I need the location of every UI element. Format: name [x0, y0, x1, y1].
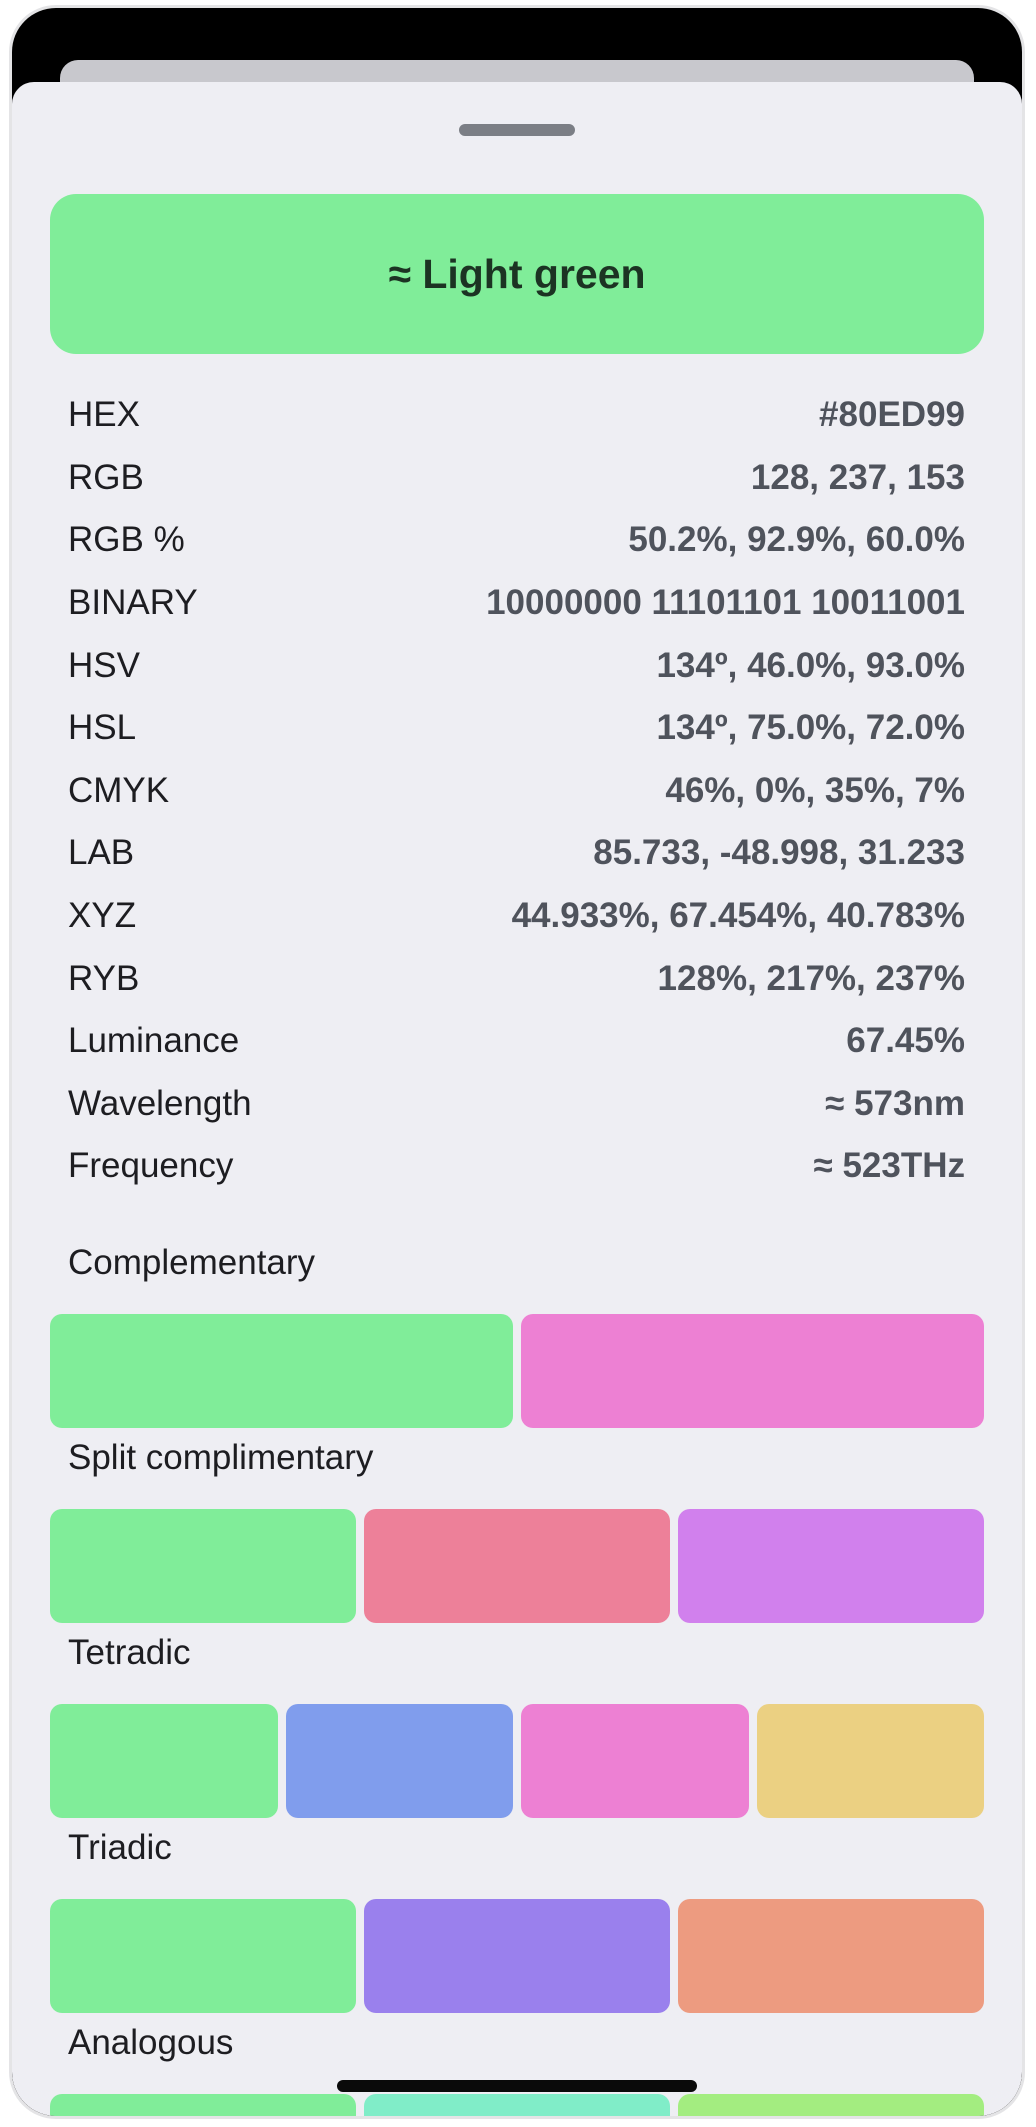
- property-row-cmyk[interactable]: CMYK 46%, 0%, 35%, 7%: [68, 760, 965, 823]
- color-swatch[interactable]: [50, 1704, 278, 1818]
- property-label: LAB: [68, 833, 135, 873]
- harmony-swatches-analogous: [50, 2094, 984, 2116]
- property-value: 134º, 46.0%, 93.0%: [656, 645, 965, 685]
- color-swatch[interactable]: [285, 1704, 513, 1818]
- property-label: XYZ: [68, 896, 137, 936]
- property-row-hsv[interactable]: HSV 134º, 46.0%, 93.0%: [68, 634, 965, 697]
- property-row-hsl[interactable]: HSL 134º, 75.0%, 72.0%: [68, 697, 965, 760]
- property-label: RGB %: [68, 520, 185, 560]
- color-swatch[interactable]: [50, 1509, 356, 1623]
- property-row-luminance[interactable]: Luminance 67.45%: [68, 1010, 965, 1073]
- property-row-xyz[interactable]: XYZ 44.933%, 67.454%, 40.783%: [68, 885, 965, 948]
- color-name-banner: ≈ Light green: [50, 194, 984, 354]
- harmony-label-tetradic: Tetradic: [68, 1633, 191, 1672]
- property-label: Luminance: [68, 1021, 240, 1061]
- property-value: 128%, 217%, 237%: [657, 958, 965, 998]
- property-label: Wavelength: [68, 1083, 252, 1123]
- property-label: HSV: [68, 645, 140, 685]
- harmony-swatches-complementary: [50, 1314, 984, 1428]
- color-swatch[interactable]: [521, 1704, 749, 1818]
- harmony-label-split-complimentary: Split complimentary: [68, 1438, 374, 1477]
- property-value: ≈ 523THz: [813, 1146, 965, 1186]
- property-row-binary[interactable]: BINARY 10000000 11101101 10011001: [68, 572, 965, 635]
- property-row-lab[interactable]: LAB 85.733, -48.998, 31.233: [68, 822, 965, 885]
- harmony-label-triadic: Triadic: [68, 1828, 172, 1867]
- property-row-wavelength[interactable]: Wavelength ≈ 573nm: [68, 1073, 965, 1136]
- property-label: Frequency: [68, 1146, 234, 1186]
- property-value: 44.933%, 67.454%, 40.783%: [511, 896, 965, 936]
- property-value: 50.2%, 92.9%, 60.0%: [628, 520, 965, 560]
- color-name-label: ≈ Light green: [388, 250, 646, 297]
- harmony-swatches-tetradic: [50, 1704, 984, 1818]
- property-value: #80ED99: [819, 395, 965, 435]
- color-swatch[interactable]: [678, 1509, 984, 1623]
- property-value: 67.45%: [846, 1021, 965, 1061]
- color-swatch[interactable]: [50, 2094, 356, 2116]
- harmony-swatches-split-complimentary: [50, 1509, 984, 1623]
- property-value: ≈ 573nm: [825, 1083, 965, 1123]
- property-row-hex[interactable]: HEX #80ED99: [68, 384, 965, 447]
- property-row-ryb[interactable]: RYB 128%, 217%, 237%: [68, 947, 965, 1010]
- color-swatch[interactable]: [364, 2094, 670, 2116]
- color-swatch[interactable]: [50, 1899, 356, 2013]
- color-swatch[interactable]: [521, 1314, 984, 1428]
- property-label: RGB: [68, 457, 144, 497]
- device-frame: ≈ Light green HEX #80ED99 RGB 128, 237, 15…: [12, 8, 1022, 2116]
- color-swatch[interactable]: [756, 1704, 984, 1818]
- property-label: RYB: [68, 958, 140, 998]
- property-row-frequency[interactable]: Frequency ≈ 523THz: [68, 1135, 965, 1198]
- property-label: BINARY: [68, 583, 198, 623]
- property-label: CMYK: [68, 770, 170, 810]
- property-value: 10000000 11101101 10011001: [486, 583, 965, 623]
- home-indicator[interactable]: [337, 2080, 697, 2092]
- harmony-swatches-triadic: [50, 1899, 984, 2013]
- color-swatch[interactable]: [678, 1899, 984, 2013]
- color-swatch[interactable]: [50, 1314, 513, 1428]
- harmony-label-complementary: Complementary: [68, 1243, 316, 1282]
- property-value: 85.733, -48.998, 31.233: [593, 833, 965, 873]
- color-swatch[interactable]: [678, 2094, 984, 2116]
- property-value: 46%, 0%, 35%, 7%: [665, 770, 965, 810]
- property-row-rgb[interactable]: RGB 128, 237, 153: [68, 447, 965, 510]
- property-label: HSL: [68, 708, 137, 748]
- color-detail-sheet[interactable]: ≈ Light green HEX #80ED99 RGB 128, 237, 15…: [12, 82, 1022, 2116]
- property-value: 128, 237, 153: [750, 457, 965, 497]
- color-swatch[interactable]: [364, 1509, 670, 1623]
- property-value: 134º, 75.0%, 72.0%: [656, 708, 965, 748]
- property-label: HEX: [68, 395, 140, 435]
- harmony-label-analogous: Analogous: [68, 2023, 234, 2062]
- property-row-rgb-percent[interactable]: RGB % 50.2%, 92.9%, 60.0%: [68, 509, 965, 572]
- sheet-grabber[interactable]: [459, 124, 575, 136]
- color-swatch[interactable]: [364, 1899, 670, 2013]
- color-properties-list: HEX #80ED99 RGB 128, 237, 153 RGB % 50.2%, …: [68, 384, 965, 1198]
